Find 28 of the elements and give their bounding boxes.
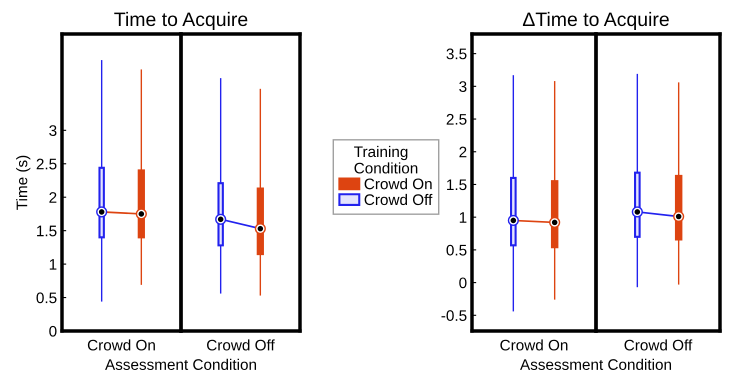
chart-title: ΔTime to Acquire: [522, 12, 669, 30]
x-tick-label: Crowd On: [500, 339, 568, 351]
legend-label: Crowd Off: [364, 194, 432, 206]
y-tick-label: 1.5: [37, 226, 56, 236]
y-tick-label: 0: [49, 326, 57, 337]
x-tick-label: Crowd On: [88, 339, 155, 351]
y-tick-label: 0.5: [446, 244, 466, 256]
x-tick-label: Crowd Off: [207, 339, 275, 351]
y-tick-label: 2.5: [36, 158, 56, 170]
y-tick-label: 3.5: [446, 48, 466, 60]
x-axis-title: Assessment Condition: [520, 358, 672, 370]
y-tick-label: 1.5: [447, 179, 466, 190]
x-axis-title: Assessment Condition: [105, 358, 256, 370]
y-tick-label: 3: [49, 125, 56, 136]
y-axis-title: Time (s): [16, 156, 30, 210]
y-tick-label: 1: [460, 212, 466, 223]
y-tick-label: 3: [459, 81, 466, 92]
y-tick-label: 2: [49, 192, 56, 203]
y-tick-label: -0.5: [441, 310, 466, 321]
y-tick-label: 0: [459, 277, 467, 288]
y-tick-label: 1: [50, 259, 56, 270]
legend-label: Crowd On: [364, 178, 432, 190]
chart-title: Time to Acquire: [114, 12, 248, 30]
y-tick-label: 2: [459, 146, 466, 158]
x-tick-label: Crowd Off: [624, 339, 692, 351]
legend-title: Training Condition: [354, 146, 418, 174]
y-tick-label: 2.5: [446, 114, 466, 125]
y-tick-label: 0.5: [36, 292, 56, 304]
